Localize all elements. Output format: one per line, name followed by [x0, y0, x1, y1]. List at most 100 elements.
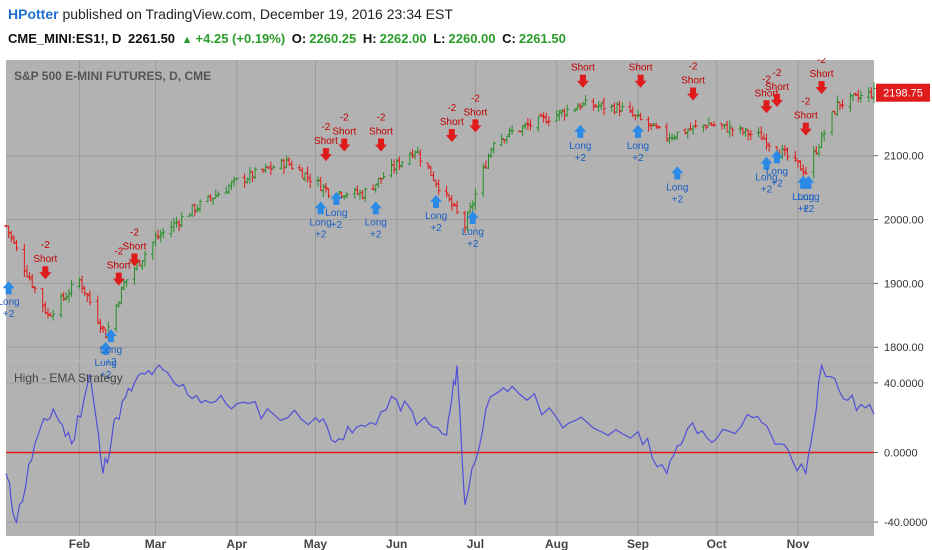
long-label: Long: [95, 358, 117, 369]
short-arrow-icon: [338, 138, 351, 152]
last-price-tag-label: 2198.75: [883, 88, 923, 100]
chart-area[interactable]: Feb Mar Apr May Jun Jul Aug Sep Oct Nov 2100.00 200…: [0, 58, 932, 550]
price-axis: [874, 60, 932, 536]
long-qty: +2: [803, 204, 815, 215]
short-label: Short: [332, 127, 356, 138]
last-price-tag: [876, 83, 930, 102]
author-link[interactable]: HPotter: [8, 6, 59, 22]
short-arrow-icon: [128, 253, 141, 267]
last-price: 2261.50: [128, 31, 176, 46]
short-arrow-icon: [576, 74, 589, 88]
y-tick-label: 40.0000: [884, 378, 924, 390]
short-qty: -2: [114, 247, 123, 258]
short-arrow-icon: [634, 74, 647, 88]
y-tick-label: -40.0000: [884, 517, 927, 529]
main-pane-title: S&P 500 E-MINI FUTURES, D, CME: [14, 69, 211, 83]
short-qty: -2: [636, 58, 645, 60]
short-qty: -2: [340, 113, 349, 124]
symbol-info: CME_MINI:ES1!, D 2261.50 ▲ +4.25 (+0.19%)…: [8, 31, 569, 46]
x-tick-label: Sep: [627, 537, 649, 550]
x-tick-label: Aug: [545, 537, 568, 550]
short-label: Short: [107, 261, 131, 272]
short-arrow-icon: [445, 128, 458, 142]
short-qty: -2: [801, 97, 810, 108]
short-label: Short: [629, 63, 653, 74]
long-qty: +2: [331, 220, 343, 231]
long-label: Long: [0, 297, 20, 308]
long-arrow-icon: [430, 195, 443, 209]
long-qty: +2: [771, 178, 783, 189]
short-qty: -2: [689, 61, 698, 72]
short-qty: -2: [817, 58, 826, 66]
published-text: published on TradingView.com, December 1…: [62, 6, 453, 22]
long-qty: +2: [105, 357, 117, 368]
close-value: 2261.50: [518, 31, 566, 46]
short-qty: -2: [41, 240, 50, 251]
price-change: +4.25 (+0.19%): [195, 31, 286, 46]
short-arrow-icon: [799, 122, 812, 136]
long-label: Long: [569, 141, 591, 152]
short-label: Short: [794, 111, 818, 122]
indicator-line: [5, 363, 875, 524]
long-arrow-icon: [104, 329, 117, 343]
long-arrow-icon: [671, 166, 684, 180]
short-arrow-icon: [374, 138, 387, 152]
x-tick-label: Jul: [467, 537, 484, 550]
up-triangle-icon: ▲: [181, 34, 193, 46]
long-arrow-icon: [330, 191, 343, 205]
short-arrow-icon: [815, 81, 828, 95]
open-value: 2260.25: [309, 31, 357, 46]
x-tick-label: Feb: [69, 537, 90, 550]
x-tick-label: Mar: [145, 537, 167, 550]
x-tick-label: May: [304, 537, 328, 550]
long-arrow-icon: [99, 341, 112, 355]
short-arrow-icon: [319, 148, 332, 162]
long-arrow-icon: [574, 124, 587, 138]
short-qty: -2: [762, 74, 771, 85]
short-label: Short: [440, 117, 464, 128]
short-qty: -2: [578, 58, 587, 60]
short-label: Short: [810, 69, 834, 80]
long-arrow-icon: [314, 201, 327, 215]
long-arrow-icon: [770, 150, 783, 164]
long-label: Long: [365, 217, 387, 228]
short-label: Short: [33, 254, 57, 265]
publish-info: HPotter published on TradingView.com, De…: [8, 6, 453, 22]
symbol-name[interactable]: CME_MINI:ES1!, D: [8, 31, 122, 46]
short-label: Short: [369, 127, 393, 138]
close-label: C:: [502, 31, 516, 46]
short-label: Short: [463, 107, 487, 118]
short-label: Short: [571, 63, 595, 74]
y-tick-label: 1800.00: [884, 342, 924, 354]
high-value: 2262.00: [379, 31, 427, 46]
long-label: Long: [462, 227, 484, 238]
long-arrow-icon: [760, 156, 773, 170]
long-qty: +2: [3, 309, 15, 320]
chart-header: HPotter published on TradingView.com, De…: [0, 0, 932, 58]
x-tick-label: Oct: [707, 537, 727, 550]
long-label: Long: [425, 211, 447, 222]
long-qty: +2: [575, 153, 587, 164]
long-label: Long: [766, 166, 788, 177]
x-tick-label: Apr: [226, 537, 247, 550]
short-arrow-icon: [760, 100, 773, 114]
indicator-title: High - EMA Strategy: [14, 371, 123, 385]
x-tick-label: Jun: [386, 537, 407, 550]
short-qty: -2: [130, 227, 139, 238]
y-tick-label: 2100.00: [884, 151, 924, 163]
short-label: Short: [681, 75, 705, 86]
long-label: Long: [325, 208, 347, 219]
long-arrow-icon: [2, 281, 15, 295]
y-tick-label: 1900.00: [884, 278, 924, 290]
short-arrow-icon: [687, 87, 700, 101]
short-qty: -2: [321, 122, 330, 133]
long-label: Long: [310, 217, 332, 228]
indicator-pane: [6, 362, 874, 536]
long-label: Long: [100, 345, 122, 356]
short-label: Short: [755, 88, 779, 99]
long-label: Long: [666, 182, 688, 193]
long-qty: +2: [315, 229, 327, 240]
short-qty: -2: [773, 68, 782, 79]
short-arrow-icon: [770, 93, 783, 107]
long-qty: +2: [672, 194, 684, 205]
